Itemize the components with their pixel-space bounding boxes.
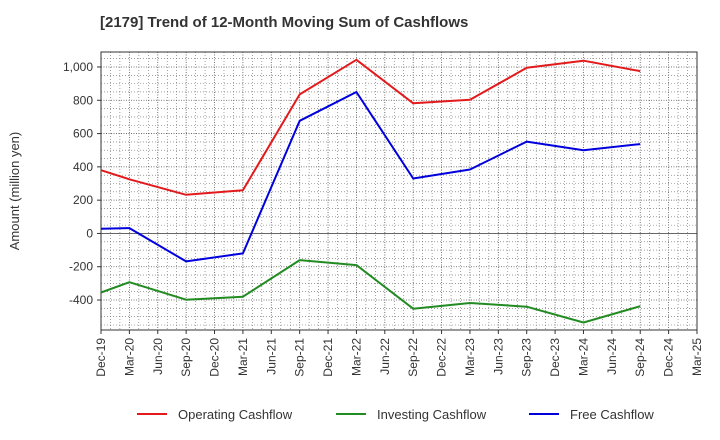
series-lines	[100, 58, 641, 324]
y-tick-label: 1,000	[63, 60, 93, 74]
series-line-free-cashflow	[100, 91, 641, 263]
x-tick-label: Mar-20	[122, 338, 136, 376]
x-tick-label: Sep-23	[520, 338, 534, 377]
grid-lines	[100, 52, 698, 330]
x-tick-label: Sep-20	[179, 338, 193, 377]
y-tick-label: 800	[73, 93, 93, 107]
legend-label-operating-cashflow: Operating Cashflow	[178, 407, 293, 422]
y-tick-label: -200	[69, 260, 93, 274]
y-tick-label: 400	[73, 160, 93, 174]
series-line-operating-cashflow	[100, 58, 641, 196]
y-tick-label: 200	[73, 193, 93, 207]
x-tick-label: Sep-22	[406, 338, 420, 377]
legend-label-investing-cashflow: Investing Cashflow	[377, 407, 487, 422]
x-tick-label: Jun-21	[264, 338, 278, 375]
x-tick-label: Mar-24	[576, 338, 590, 376]
x-tick-label: Sep-24	[633, 338, 647, 377]
x-tick-label: Dec-19	[94, 338, 108, 377]
x-tick-label: Dec-24	[662, 338, 676, 377]
tick-labels: -400 -200 0 200 400 600 800 1,000 Dec-19 Mar-20 Ju…	[63, 60, 704, 377]
x-tick-label: Sep-21	[293, 338, 307, 377]
x-tick-label: Mar-23	[463, 338, 477, 376]
chart-title: [2179] Trend of 12-Month Moving Sum of C…	[100, 14, 469, 31]
x-tick-label: Jun-22	[378, 338, 392, 375]
x-tick-label: Dec-22	[435, 338, 449, 377]
x-tick-label: Jun-23	[491, 338, 505, 375]
x-tick-label: Jun-20	[151, 338, 165, 375]
y-axis-title: Amount (million yen)	[7, 132, 22, 251]
x-tick-label: Dec-23	[548, 338, 562, 377]
x-tick-label: Dec-21	[321, 338, 335, 377]
legend-label-free-cashflow: Free Cashflow	[570, 407, 654, 422]
y-tick-label: -400	[69, 293, 93, 307]
series-line-investing-cashflow	[100, 259, 641, 324]
x-tick-label: Mar-25	[690, 338, 704, 376]
axes	[97, 51, 698, 334]
x-tick-label: Jun-24	[605, 338, 619, 375]
x-tick-label: Mar-22	[349, 338, 363, 376]
x-tick-label: Dec-20	[208, 338, 222, 377]
plot-frame	[100, 51, 698, 331]
plot-area	[101, 52, 697, 330]
x-tick-label: Mar-21	[236, 338, 250, 376]
y-tick-label: 600	[73, 127, 93, 141]
legend: Operating Cashflow Investing Cashflow Free…	[137, 407, 654, 422]
y-tick-label: 0	[86, 226, 93, 240]
